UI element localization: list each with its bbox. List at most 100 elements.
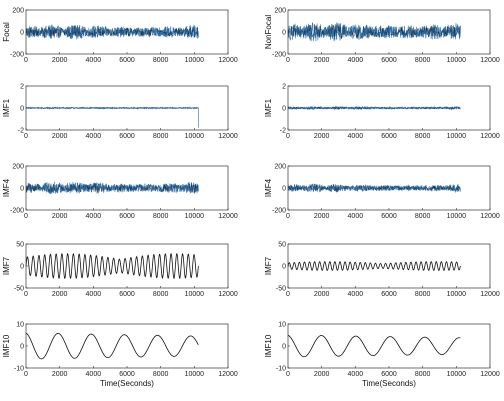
x-tick-label-imf1-left-2: 4000 [86, 133, 102, 140]
y-tick-label-imf10-right-1: 0 [282, 344, 286, 351]
series-line-imf1-left [25, 106, 199, 128]
y-axis-label-imf1-right: IMF1 [264, 98, 273, 117]
x-tick-label-imf1-right-4: 8000 [415, 133, 431, 140]
x-tick-label-nonfocal-signal-1: 2000 [314, 57, 330, 64]
y-tick-label-imf7-right-1: 0 [282, 264, 286, 271]
y-tick-label-imf4-left-1: 0 [20, 186, 24, 193]
axes-frame-imf10-left [25, 323, 229, 369]
x-tick-label-focal-signal-5: 10000 [185, 57, 205, 64]
y-axis-label-imf4-right: IMF4 [264, 178, 273, 197]
x-tick-label-imf4-left-3: 6000 [119, 213, 135, 220]
x-tick-label-imf1-left-6: 12000 [218, 133, 238, 140]
x-tick-label-imf1-right-0: 0 [286, 133, 290, 140]
y-tick-label-imf10-left-1: 0 [20, 344, 24, 351]
x-tick-label-imf1-right-2: 4000 [348, 133, 364, 140]
y-tick-label-focal-signal-0: 200 [12, 8, 24, 15]
x-tick-label-imf10-left-5: 10000 [185, 371, 205, 378]
y-axis-label-imf7-right: IMF7 [264, 256, 273, 275]
series-line-imf10-left [25, 332, 199, 360]
x-tick-label-focal-signal-6: 12000 [218, 57, 238, 64]
axes-frame-imf10-right [287, 323, 491, 369]
x-tick-label-imf7-left-1: 2000 [52, 291, 68, 298]
series-line-imf10-right [287, 334, 461, 358]
y-tick-label-imf4-right-2: -200 [272, 208, 286, 215]
x-tick-label-imf7-left-3: 6000 [119, 291, 135, 298]
x-axis-label-imf10-right: Time(Seconds) [362, 379, 416, 388]
x-tick-label-nonfocal-signal-3: 6000 [381, 57, 397, 64]
x-tick-label-imf7-left-6: 12000 [218, 291, 238, 298]
panel-imf10-left: 0 2000 4000 6000 8000 10000 12000100-10IMF10Ti… [2, 322, 238, 389]
x-tick-label-imf10-right-0: 0 [286, 371, 290, 378]
x-tick-label-imf4-right-0: 0 [286, 213, 290, 220]
y-tick-label-imf1-right-0: 2 [282, 84, 286, 91]
series-line-focal-signal [25, 24, 199, 40]
series-line-nonfocal-signal [287, 22, 461, 42]
y-tick-label-imf4-left-0: 200 [12, 164, 24, 171]
x-tick-label-imf10-right-4: 8000 [415, 371, 431, 378]
x-tick-label-imf7-right-3: 6000 [381, 291, 397, 298]
y-tick-label-imf7-right-2: -50 [276, 286, 286, 293]
x-tick-label-imf4-right-6: 12000 [480, 213, 500, 220]
y-tick-label-imf7-left-1: 0 [20, 264, 24, 271]
y-axis-label-nonfocal-signal: NonFocal [264, 15, 273, 49]
x-tick-label-imf10-right-5: 10000 [447, 371, 467, 378]
x-tick-label-nonfocal-signal-0: 0 [286, 57, 290, 64]
x-tick-label-nonfocal-signal-4: 8000 [415, 57, 431, 64]
x-tick-label-imf4-right-3: 6000 [381, 213, 397, 220]
y-tick-label-imf4-right-0: 200 [274, 164, 286, 171]
y-tick-label-nonfocal-signal-2: -200 [272, 52, 286, 59]
x-tick-label-imf10-left-6: 12000 [218, 371, 238, 378]
y-tick-label-imf7-right-0: 50 [278, 242, 286, 249]
x-tick-label-imf7-right-6: 12000 [480, 291, 500, 298]
y-tick-label-focal-signal-2: -200 [10, 52, 24, 59]
x-axis-label-imf10-left: Time(Seconds) [100, 379, 154, 388]
x-tick-label-imf4-left-5: 10000 [185, 213, 205, 220]
x-tick-label-imf1-left-1: 2000 [52, 133, 68, 140]
y-axis-label-imf7-left: IMF7 [2, 256, 11, 275]
y-tick-label-imf1-left-1: 0 [20, 106, 24, 113]
y-tick-label-imf1-right-2: -2 [280, 128, 286, 135]
x-tick-label-imf1-right-1: 2000 [314, 133, 330, 140]
x-tick-label-imf4-right-4: 8000 [415, 213, 431, 220]
x-tick-label-imf4-right-1: 2000 [314, 213, 330, 220]
x-tick-label-imf10-left-2: 4000 [86, 371, 102, 378]
y-tick-label-imf10-right-0: 10 [278, 322, 286, 329]
x-tick-label-imf1-right-3: 6000 [381, 133, 397, 140]
x-tick-label-imf7-left-2: 4000 [86, 291, 102, 298]
x-tick-label-focal-signal-2: 4000 [86, 57, 102, 64]
x-tick-label-imf10-right-6: 12000 [480, 371, 500, 378]
y-tick-label-imf4-left-2: -200 [10, 208, 24, 215]
series-line-imf4-right [287, 183, 461, 194]
x-tick-label-imf10-left-4: 8000 [153, 371, 169, 378]
x-tick-label-imf4-left-6: 12000 [218, 213, 238, 220]
x-tick-label-imf4-left-2: 4000 [86, 213, 102, 220]
x-tick-label-imf7-left-0: 0 [24, 291, 28, 298]
x-tick-label-imf4-right-2: 4000 [348, 213, 364, 220]
panel-imf10-right: 0 2000 4000 6000 8000 10000 12000100-10IMF10Ti… [264, 322, 500, 389]
x-tick-label-focal-signal-4: 8000 [153, 57, 169, 64]
y-tick-label-imf1-left-0: 2 [20, 84, 24, 91]
x-tick-label-imf7-right-2: 4000 [348, 291, 364, 298]
x-tick-label-imf7-right-1: 2000 [314, 291, 330, 298]
x-tick-label-imf10-left-3: 6000 [119, 371, 135, 378]
y-tick-label-imf1-right-1: 0 [282, 106, 286, 113]
y-tick-label-imf4-right-1: 0 [282, 186, 286, 193]
x-tick-label-imf10-right-2: 4000 [348, 371, 364, 378]
x-tick-label-imf10-right-1: 2000 [314, 371, 330, 378]
y-tick-label-nonfocal-signal-1: 0 [282, 30, 286, 37]
y-axis-label-imf10-left: IMF10 [2, 334, 11, 357]
x-tick-label-focal-signal-0: 0 [24, 57, 28, 64]
series-overlay-imf4-left [25, 183, 199, 194]
x-tick-label-imf1-left-5: 10000 [185, 133, 205, 140]
series-overlay-imf1-right [287, 106, 461, 110]
x-tick-label-imf7-right-0: 0 [286, 291, 290, 298]
x-tick-label-nonfocal-signal-2: 4000 [348, 57, 364, 64]
series-overlay-imf4-right [287, 184, 461, 192]
x-tick-label-imf1-left-4: 8000 [153, 133, 169, 140]
